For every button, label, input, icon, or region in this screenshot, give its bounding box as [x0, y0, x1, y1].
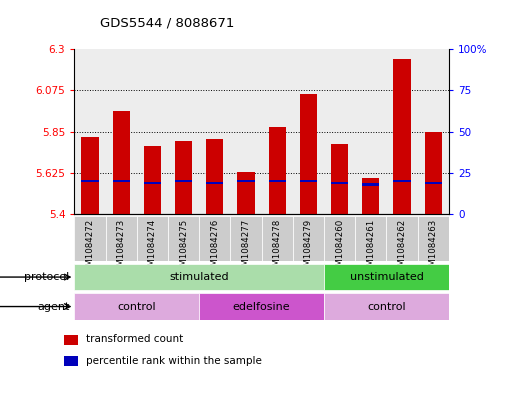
- Text: agent: agent: [37, 301, 69, 312]
- Text: GSM1084263: GSM1084263: [429, 219, 438, 277]
- Bar: [106, 216, 137, 261]
- Bar: [293, 216, 324, 261]
- Bar: [199, 293, 324, 320]
- Bar: [393, 59, 410, 214]
- Text: GSM1084273: GSM1084273: [116, 219, 126, 277]
- Bar: [324, 216, 355, 261]
- Bar: [386, 49, 418, 214]
- Bar: [206, 182, 223, 184]
- Bar: [324, 293, 449, 320]
- Bar: [144, 146, 161, 214]
- Bar: [113, 110, 130, 214]
- Bar: [74, 293, 199, 320]
- Text: protocol: protocol: [24, 272, 69, 282]
- Bar: [175, 180, 192, 182]
- Bar: [355, 49, 386, 214]
- Bar: [293, 49, 324, 214]
- Text: GSM1084275: GSM1084275: [179, 219, 188, 277]
- Text: GDS5544 / 8088671: GDS5544 / 8088671: [100, 17, 234, 29]
- Bar: [262, 216, 293, 261]
- Bar: [74, 264, 324, 290]
- Bar: [82, 180, 98, 182]
- Bar: [175, 141, 192, 214]
- Text: unstimulated: unstimulated: [349, 272, 423, 282]
- Bar: [386, 216, 418, 261]
- Bar: [262, 49, 293, 214]
- Text: GSM1084272: GSM1084272: [86, 219, 94, 277]
- Text: GSM1084278: GSM1084278: [273, 219, 282, 277]
- Bar: [144, 182, 161, 184]
- Text: transformed count: transformed count: [86, 334, 183, 344]
- Bar: [168, 216, 199, 261]
- Bar: [238, 180, 254, 182]
- Bar: [238, 172, 254, 214]
- Bar: [331, 182, 348, 184]
- Bar: [199, 49, 230, 214]
- Bar: [269, 127, 286, 214]
- Bar: [106, 49, 137, 214]
- Text: edelfosine: edelfosine: [233, 301, 290, 312]
- Bar: [113, 180, 130, 182]
- Text: GSM1084260: GSM1084260: [335, 219, 344, 277]
- Bar: [137, 49, 168, 214]
- Text: GSM1084276: GSM1084276: [210, 219, 220, 277]
- Bar: [418, 216, 449, 261]
- Bar: [74, 49, 106, 214]
- Text: GSM1084279: GSM1084279: [304, 219, 313, 277]
- Bar: [168, 49, 199, 214]
- Bar: [355, 216, 386, 261]
- Bar: [418, 49, 449, 214]
- Bar: [230, 216, 262, 261]
- Bar: [82, 137, 98, 214]
- Text: GSM1084262: GSM1084262: [398, 219, 407, 277]
- Text: control: control: [367, 301, 406, 312]
- Bar: [425, 132, 442, 214]
- Bar: [331, 143, 348, 214]
- Text: GSM1084277: GSM1084277: [242, 219, 250, 277]
- Bar: [206, 139, 223, 214]
- Bar: [137, 216, 168, 261]
- Bar: [324, 49, 355, 214]
- Bar: [74, 216, 106, 261]
- Bar: [199, 216, 230, 261]
- Bar: [425, 182, 442, 184]
- Bar: [230, 49, 262, 214]
- Bar: [393, 180, 410, 182]
- Bar: [269, 180, 286, 182]
- Bar: [64, 335, 78, 345]
- Text: GSM1084261: GSM1084261: [366, 219, 376, 277]
- Text: control: control: [117, 301, 156, 312]
- Text: stimulated: stimulated: [169, 272, 229, 282]
- Bar: [362, 183, 380, 185]
- Bar: [64, 356, 78, 366]
- Text: percentile rank within the sample: percentile rank within the sample: [86, 356, 262, 366]
- Bar: [362, 178, 380, 214]
- Bar: [324, 264, 449, 290]
- Bar: [300, 180, 317, 182]
- Bar: [300, 94, 317, 214]
- Text: GSM1084274: GSM1084274: [148, 219, 157, 277]
